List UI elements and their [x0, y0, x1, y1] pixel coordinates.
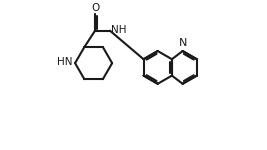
- Text: NH: NH: [111, 25, 127, 34]
- Text: O: O: [91, 3, 99, 13]
- Text: HN: HN: [57, 57, 73, 67]
- Text: N: N: [178, 38, 187, 48]
